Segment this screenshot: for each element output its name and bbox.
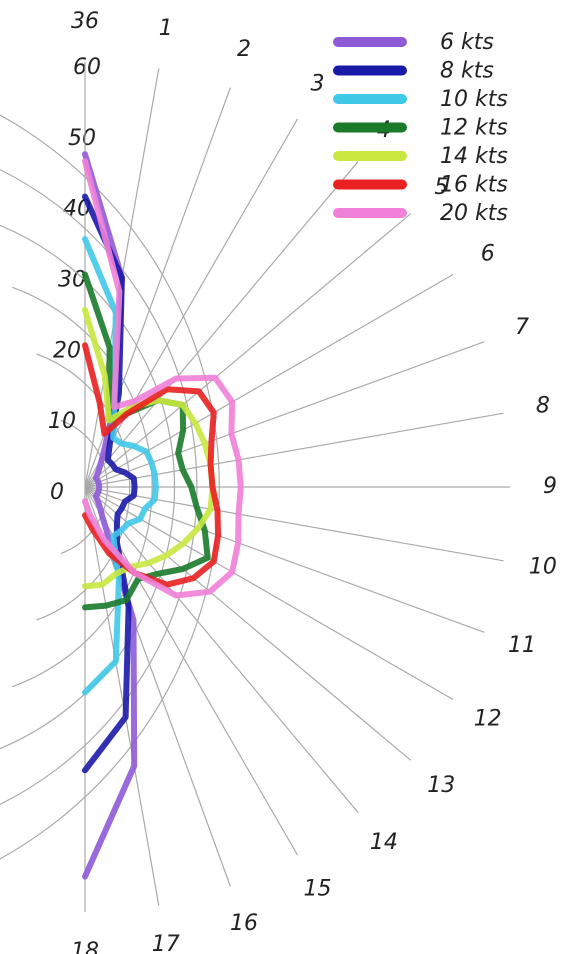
r-tick-label: 0	[50, 480, 64, 505]
angle-tick-label: 10	[529, 555, 557, 580]
legend-label: 10 kts	[440, 87, 508, 112]
legend-label: 20 kts	[440, 201, 508, 226]
grid-spoke	[85, 161, 358, 487]
angle-tick-label: 2	[237, 37, 251, 62]
angle-tick-label: 11	[508, 633, 536, 658]
r-tick-label: 60	[73, 55, 101, 80]
legend-label: 8 kts	[440, 59, 494, 84]
legend-label: 16 kts	[440, 173, 508, 198]
grid-spoke	[85, 342, 484, 487]
r-tick-label: 20	[53, 338, 81, 363]
angle-tick-label: 14	[370, 830, 398, 855]
angle-tick-label: 12	[474, 707, 502, 732]
angle-tick-label: 15	[304, 877, 332, 902]
angle-tick-label: 1	[159, 16, 173, 41]
r-tick-label: 10	[48, 409, 76, 434]
angle-tick-label: 6	[481, 242, 495, 267]
angle-tick-label: 18	[71, 939, 99, 954]
angle-tick-label: 8	[536, 393, 550, 418]
angle-tick-label: 7	[515, 315, 529, 340]
r-tick-label: 50	[68, 126, 96, 151]
angle-tick-label: 13	[427, 773, 455, 798]
angle-tick-label: 3	[311, 71, 325, 96]
angle-tick-label: 9	[543, 474, 557, 499]
legend-label: 6 kts	[440, 30, 494, 55]
angle-tick-label: 16	[230, 911, 258, 936]
legend-label: 14 kts	[440, 144, 508, 169]
legend-label: 12 kts	[440, 116, 508, 141]
angle-tick-label: 17	[152, 932, 180, 954]
angle-tick-label: 36	[71, 9, 99, 34]
chart: 0102030405060361234567891011121314151617…	[0, 0, 566, 954]
r-tick-label: 30	[58, 268, 86, 293]
